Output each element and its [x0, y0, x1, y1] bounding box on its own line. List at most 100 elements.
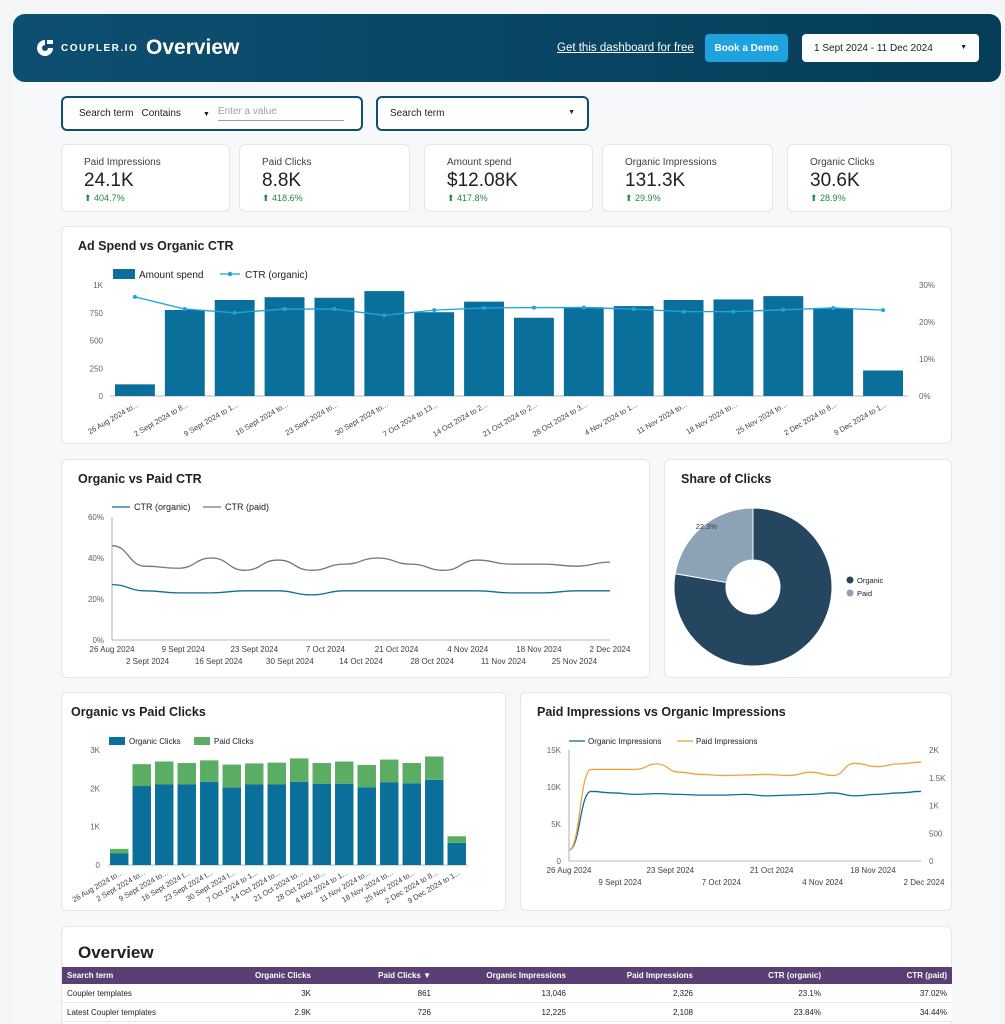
- column-header-ctr-organic[interactable]: CTR (organic): [768, 971, 821, 980]
- bar-amount-spend: [663, 299, 704, 396]
- table-cell: 2,326: [672, 988, 693, 998]
- get-dashboard-link[interactable]: Get this dashboard for free: [557, 42, 694, 54]
- bar-organic-clicks: [335, 783, 354, 865]
- table-title: Overview: [78, 943, 154, 962]
- arrow-up-icon: ⬆: [810, 193, 821, 203]
- kpi-delta: ⬆ 28.9%: [810, 193, 846, 204]
- y2-tick-label: 1K: [929, 802, 939, 811]
- slice-value-label: 22.3%: [696, 522, 718, 531]
- point-ctr-organic: [831, 305, 836, 310]
- table-row[interactable]: Latest Coupler templates 2.9K 726 12,225…: [62, 1003, 952, 1022]
- kpi-delta: ⬆ 418.6%: [262, 193, 303, 204]
- column-header-paid-clicks[interactable]: Paid Clicks ▼: [378, 971, 431, 980]
- kpi-delta-value: 417.8%: [457, 193, 488, 203]
- dropdown-value: Search term: [390, 108, 445, 119]
- legend-label-organic-impressions: Organic Impressions: [588, 737, 661, 746]
- table-cell: 23.84%: [793, 1007, 821, 1017]
- donut-slice-organic: [673, 507, 833, 667]
- logo[interactable]: COUPLER.IO: [35, 38, 138, 58]
- bar-paid-clicks: [132, 764, 151, 787]
- date-range-value: 1 Sept 2024 - 11 Dec 2024: [814, 42, 933, 54]
- line-ctr-organic: [111, 584, 610, 596]
- point-ctr-organic: [881, 308, 886, 313]
- legend-label-organic-clicks: Organic Clicks: [129, 737, 181, 746]
- x-tick-label: 23 Sept 2024: [647, 866, 695, 875]
- operator-select[interactable]: Contains ▼: [141, 108, 209, 119]
- kpi-value: 30.6K: [810, 170, 860, 191]
- chart-title: Organic vs Paid CTR: [78, 472, 202, 486]
- overview-table: Search term Organic Clicks Paid Clicks ▼…: [62, 967, 952, 1022]
- table-cell: 2.9K: [294, 1007, 311, 1017]
- point-ctr-organic: [631, 307, 636, 312]
- kpi-paid-impressions: Paid Impressions 24.1K ⬆ 404.7%: [61, 144, 230, 212]
- legend-swatch-paid-clicks: [194, 737, 210, 745]
- bar-paid-clicks: [380, 759, 399, 783]
- x-tick-label: 14 Oct 2024 to 2...: [431, 400, 489, 439]
- y-tick-label: 0: [557, 857, 562, 866]
- bar-paid-clicks: [200, 760, 219, 782]
- legend-label-organic: Organic: [857, 576, 884, 585]
- legend-label-ctr-paid: CTR (paid): [225, 502, 269, 512]
- column-header-paid-impressions[interactable]: Paid Impressions: [626, 971, 693, 980]
- y2-tick-label: 1.5K: [929, 774, 946, 783]
- bar-amount-spend: [613, 306, 654, 396]
- book-demo-button[interactable]: Book a Demo: [705, 34, 788, 62]
- legend-label-paid-clicks: Paid Clicks: [214, 737, 254, 746]
- kpi-label: Organic Impressions: [625, 157, 717, 168]
- impressions-chart: Organic Impressions Paid Impressions 0 5K 10…: [547, 737, 947, 887]
- x-tick-label: 2 Dec 2024: [904, 878, 945, 887]
- y-tick-label: 1K: [90, 823, 100, 832]
- point-ctr-organic: [482, 305, 487, 310]
- bar-paid-clicks: [155, 761, 174, 785]
- legend-marker-ctr-organic: [227, 271, 233, 277]
- bar-organic-clicks: [200, 781, 219, 865]
- search-term-dropdown[interactable]: Search term ▼: [376, 96, 589, 131]
- filter-value-input[interactable]: Enter a value: [217, 106, 344, 121]
- organic-paid-ctr-chart: CTR (organic) CTR (paid) 0% 20% 40% 60% 26 Aug…: [88, 502, 631, 666]
- x-tick-label: 2 Dec 2024 to 8...: [782, 400, 838, 437]
- coupler-logo-icon: [37, 40, 53, 56]
- point-ctr-organic: [382, 313, 387, 318]
- bar-amount-spend: [114, 384, 155, 396]
- bar-paid-clicks: [290, 758, 309, 782]
- column-header-organic-impressions[interactable]: Organic Impressions: [486, 971, 566, 980]
- search-term-filter[interactable]: Search term Contains ▼ Enter a value: [61, 96, 363, 131]
- chart-title: Share of Clicks: [681, 472, 772, 486]
- date-range-select[interactable]: 1 Sept 2024 - 11 Dec 2024 ▼: [802, 34, 979, 62]
- column-header-ctr-paid[interactable]: CTR (paid): [906, 971, 947, 980]
- bar-amount-spend: [264, 297, 305, 396]
- y-tick-label: 0: [96, 861, 101, 870]
- bar-amount-spend: [364, 291, 405, 396]
- column-header-search-term[interactable]: Search term: [67, 971, 114, 980]
- bar-amount-spend: [863, 370, 904, 396]
- y-tick-label: 1K: [93, 281, 103, 290]
- point-ctr-organic: [781, 307, 786, 312]
- chevron-down-icon: ▼: [960, 44, 967, 51]
- x-tick-label: 9 Sept 2024: [162, 645, 206, 654]
- table-cell: 23.1%: [798, 988, 821, 998]
- bar-amount-spend: [763, 296, 804, 396]
- x-tick-label: 2 Sept 2024 to 8...: [132, 400, 190, 438]
- point-ctr-organic: [332, 307, 337, 312]
- x-tick-label: 9 Sept 2024: [598, 878, 642, 887]
- x-tick-label: 23 Sept 2024: [230, 645, 278, 654]
- column-header-organic-clicks[interactable]: Organic Clicks: [254, 971, 311, 980]
- table-header: Search term Organic Clicks Paid Clicks ▼…: [62, 967, 952, 984]
- point-ctr-organic: [282, 307, 287, 312]
- x-tick-label: 30 Sept 2024: [266, 657, 314, 666]
- bar-paid-clicks: [335, 761, 354, 784]
- point-ctr-organic: [581, 305, 586, 310]
- x-tick-label: 28 Oct 2024: [410, 657, 454, 666]
- table-cell: 3K: [301, 988, 311, 998]
- kpi-delta-value: 418.6%: [272, 193, 303, 203]
- y2-tick-label: 20%: [919, 318, 935, 327]
- bar-amount-spend: [713, 299, 754, 396]
- kpi-organic-clicks: Organic Clicks 30.6K ⬆ 28.9%: [787, 144, 952, 212]
- arrow-up-icon: ⬆: [625, 193, 636, 203]
- kpi-delta-value: 404.7%: [94, 193, 125, 203]
- bar-paid-clicks: [312, 763, 331, 784]
- ad-spend-chart: Amount spend CTR (organic) 0 250 500 750 1K 0% 1…: [86, 269, 935, 439]
- table-row[interactable]: Coupler templates 3K 861 13,046 2,326 23…: [62, 984, 952, 1003]
- bar-amount-spend: [314, 297, 355, 396]
